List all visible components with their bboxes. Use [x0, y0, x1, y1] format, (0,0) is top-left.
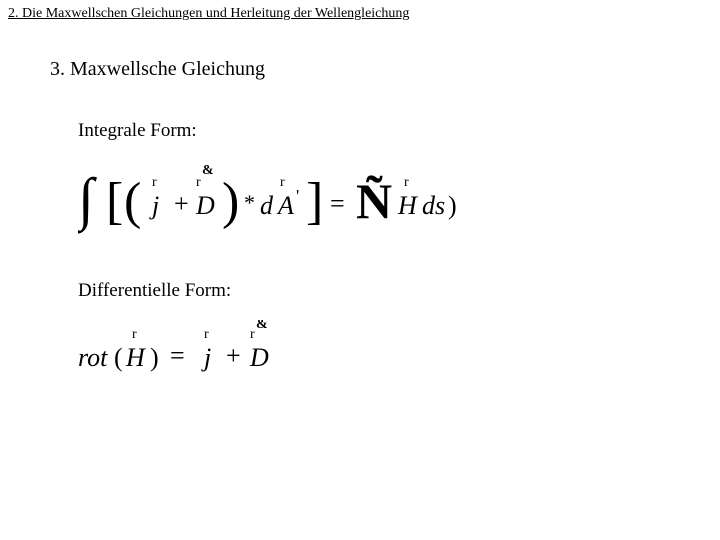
r-over-A: r [280, 175, 285, 190]
r-over-D2: r [250, 327, 255, 342]
j2: j [201, 343, 211, 372]
H: H [397, 191, 418, 220]
equation-differential: rot ( r H ) = r j + & r D [78, 320, 378, 380]
int-symbol: ∫ [78, 166, 97, 234]
rot: rot [78, 343, 108, 372]
eq2: = [170, 341, 185, 370]
equation-integral: ∫ [ ( r j + & r D ) * d r A ' ] = Ñ r H … [78, 160, 518, 240]
D2: D [249, 343, 269, 372]
lsq: [ [106, 173, 123, 230]
label-integral-form: Integrale Form: [78, 120, 197, 142]
amp-over-D: & [202, 163, 214, 178]
A: A [276, 191, 294, 220]
Ntilde: Ñ [356, 173, 392, 229]
section-title: 3. Maxwellsche Gleichung [50, 58, 265, 81]
r-over-j: r [152, 175, 157, 190]
r-over-H2: r [132, 327, 137, 342]
r-over-j2: r [204, 327, 209, 342]
lparen: ( [124, 173, 141, 230]
rsq: ] [306, 173, 323, 230]
r-over-D: r [196, 175, 201, 190]
H2: H [125, 343, 146, 372]
amp-over-D2: & [256, 320, 268, 332]
ds: ds [422, 191, 445, 220]
label-differential-form: Differentielle Form: [78, 280, 231, 302]
page-header: 2. Die Maxwellschen Gleichungen und Herl… [8, 6, 409, 22]
d: d [260, 191, 274, 220]
prime: ' [296, 186, 299, 206]
lparen2: ( [114, 343, 123, 372]
j: j [149, 191, 159, 220]
r-over-H: r [404, 175, 409, 190]
star: * [244, 190, 255, 215]
D: D [195, 191, 215, 220]
rparen2: ) [448, 191, 457, 220]
rparen3: ) [150, 343, 159, 372]
rparen: ) [222, 173, 239, 230]
eq: = [330, 189, 345, 218]
plus1: + [174, 189, 189, 218]
plus2: + [226, 341, 241, 370]
